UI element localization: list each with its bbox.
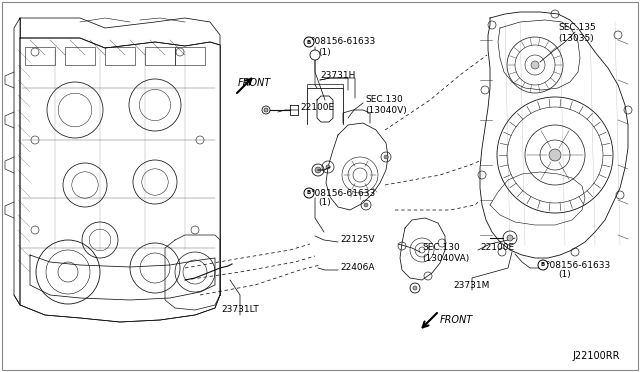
Text: SEC.130: SEC.130 [422,244,460,253]
Text: FRONT: FRONT [440,315,473,325]
Text: 23731H: 23731H [320,71,355,80]
Circle shape [413,286,417,290]
Text: (13040VA): (13040VA) [422,253,469,263]
Bar [175,47,205,65]
Circle shape [304,188,314,198]
Text: FRONT: FRONT [238,78,271,88]
Circle shape [315,167,321,173]
Text: 23731M: 23731M [454,280,490,289]
Text: B: B [541,263,545,267]
Circle shape [507,235,513,241]
Text: (13035): (13035) [558,33,594,42]
Text: °08156-61633: °08156-61633 [310,189,375,198]
Text: J22100RR: J22100RR [573,351,620,361]
Text: (1): (1) [318,199,331,208]
Text: 23731LT: 23731LT [221,305,259,314]
Text: B: B [307,190,311,196]
Circle shape [549,149,561,161]
Bar [145,47,175,65]
Text: SEC.130: SEC.130 [365,96,403,105]
Circle shape [538,260,548,270]
Bar [65,47,95,65]
Text: B: B [307,39,311,45]
Text: (13040V): (13040V) [365,106,407,115]
Text: (1): (1) [558,270,571,279]
Circle shape [326,165,330,169]
Circle shape [364,203,368,207]
Circle shape [310,50,320,60]
Bar [105,47,135,65]
Text: 22100E: 22100E [480,244,514,253]
Text: 22100E: 22100E [300,103,334,112]
Circle shape [264,108,268,112]
Text: (1): (1) [318,48,331,57]
Text: 22406A: 22406A [340,263,374,273]
Circle shape [531,61,539,69]
Text: 22125V: 22125V [340,235,374,244]
Circle shape [304,37,314,47]
Circle shape [384,155,388,159]
Text: °08156-61633: °08156-61633 [545,260,611,269]
Bar [25,47,55,65]
Text: °08156-61633: °08156-61633 [310,38,375,46]
Text: SEC.135: SEC.135 [558,23,596,32]
